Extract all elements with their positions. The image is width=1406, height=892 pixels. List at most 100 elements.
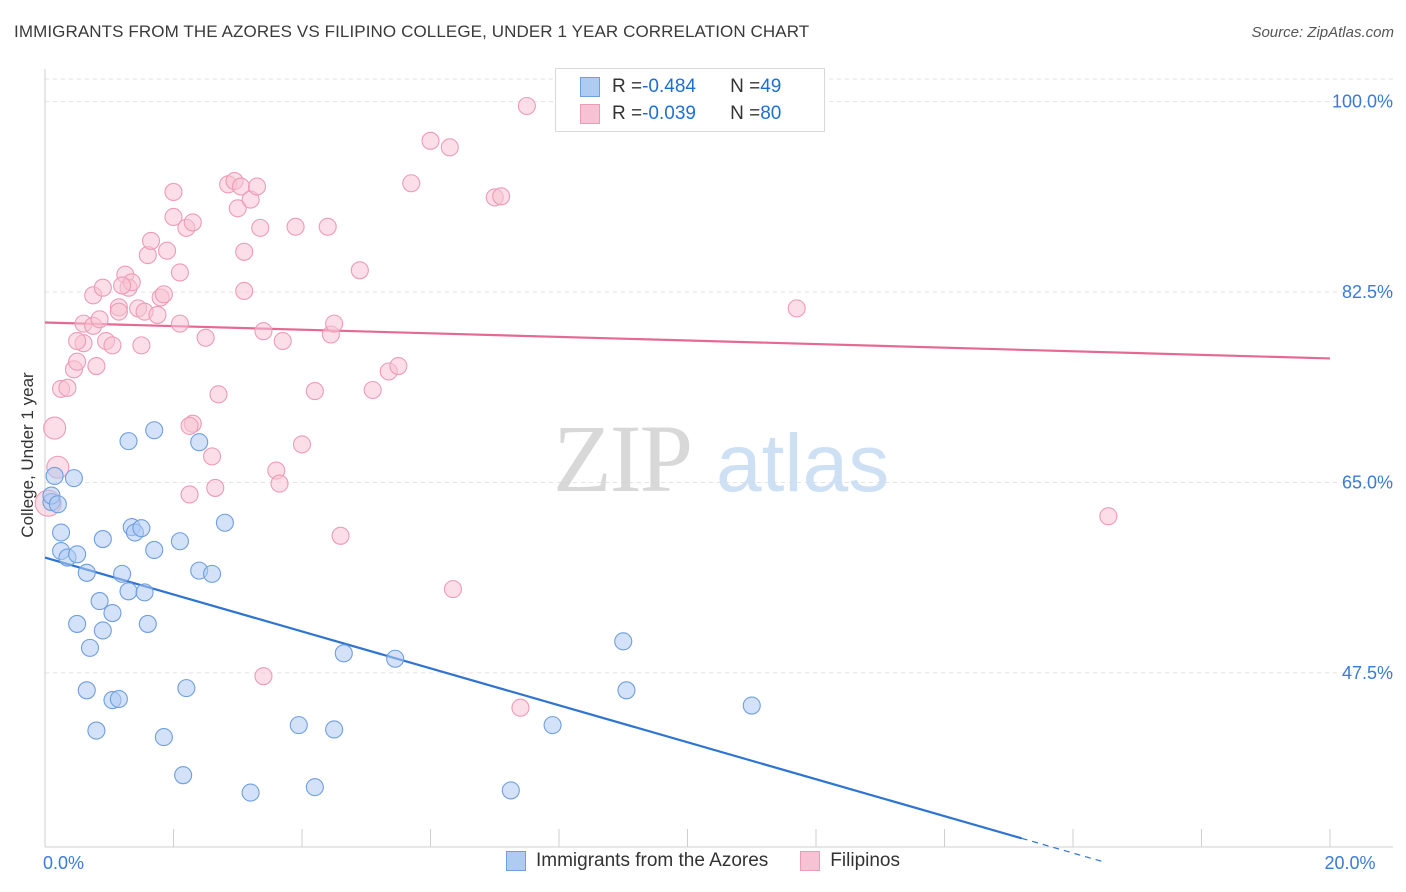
filipinos-point [93, 278, 112, 297]
azores-point [132, 519, 151, 538]
n-value: 80 [760, 103, 782, 124]
filipinos-point [251, 218, 270, 237]
legend-item-filipinos[interactable]: Filipinos [800, 850, 900, 872]
filipinos-point [363, 380, 382, 400]
r-label: R = [612, 103, 643, 124]
filipinos-point [132, 336, 151, 355]
azores-swatch [580, 77, 600, 97]
filipinos-point [164, 182, 183, 202]
filipinos-point [402, 174, 421, 193]
filipinos-point [247, 177, 267, 196]
legend-label-filipinos: Filipinos [830, 850, 900, 871]
filipinos-point [305, 382, 324, 401]
azores-point [48, 495, 67, 514]
filipinos-point [180, 416, 199, 435]
azores-point [52, 523, 71, 542]
azores-point [103, 604, 122, 623]
azores-point [109, 689, 128, 709]
azores-point [501, 781, 520, 800]
filipinos-point [235, 242, 254, 261]
filipinos-point [170, 263, 189, 282]
azores-point [45, 466, 64, 486]
azores-point [93, 530, 112, 549]
azores-point [617, 681, 636, 700]
azores-point [170, 532, 189, 551]
filipinos-point [440, 138, 459, 157]
azores-point [154, 728, 173, 747]
legend: Immigrants from the Azores Filipinos [0, 850, 1406, 872]
azores-point [203, 564, 222, 583]
filipinos-point [235, 281, 254, 301]
filipinos-point [254, 322, 273, 341]
filipinos-point [158, 241, 177, 260]
azores-point [64, 469, 83, 488]
filipinos-point [43, 416, 67, 440]
x-tick-label: 20.0% [1324, 853, 1375, 873]
n-label: N = [730, 103, 761, 124]
filipinos-point [87, 357, 106, 376]
filipinos-point [196, 328, 215, 347]
filipinos-point [148, 305, 167, 324]
filipinos-legend-swatch [800, 851, 821, 871]
filipinos-point [511, 698, 530, 717]
azores-point [543, 716, 562, 735]
watermark-zip: ZIP [553, 405, 691, 512]
azores-point [145, 421, 164, 440]
filipinos-point [206, 478, 225, 497]
filipinos-point [254, 667, 273, 686]
filipinos-point [421, 131, 440, 150]
azores-point [325, 720, 344, 739]
legend-item-azores[interactable]: Immigrants from the Azores [506, 850, 768, 872]
azores-point [138, 614, 157, 633]
filipinos-point [154, 285, 173, 304]
azores-point [135, 583, 154, 602]
azores-legend-swatch [506, 851, 526, 871]
azores-point [68, 545, 87, 564]
filipinos-point [141, 231, 161, 250]
watermark-atlas: atlas [716, 418, 889, 509]
filipinos-point [389, 357, 408, 376]
filipinos-point [68, 352, 87, 371]
stats-row-azores: R = -0.484 N = 49 [580, 74, 781, 100]
filipinos-point [517, 96, 536, 116]
filipinos-point [228, 199, 247, 218]
y-tick-label: 82.5% [1342, 282, 1393, 302]
azores-point [174, 766, 193, 785]
y-tick-label: 65.0% [1342, 472, 1393, 492]
azores-point [119, 582, 138, 601]
filipinos-point [103, 336, 122, 355]
filipinos-trend-line [44, 321, 1331, 360]
azores-point [386, 649, 405, 668]
filipinos-point [180, 485, 199, 504]
azores-point [241, 783, 260, 802]
filipinos-swatch [580, 104, 600, 124]
azores-point [177, 679, 196, 698]
filipinos-point [170, 314, 189, 333]
filipinos-point [286, 217, 305, 236]
y-tick-label: 100.0% [1332, 92, 1393, 112]
azores-point [305, 778, 324, 797]
y-axis-label: College, Under 1 year [18, 372, 37, 538]
filipinos-point [292, 435, 312, 454]
azores-point [742, 696, 761, 715]
x-tick-label: 0.0% [43, 853, 84, 873]
filipinos-point [90, 310, 109, 329]
azores-point [87, 721, 106, 740]
azores-point [119, 432, 138, 451]
source-label: Source: ZipAtlas.com [1251, 24, 1394, 41]
filipinos-point [273, 331, 292, 351]
filipinos-point [270, 474, 289, 493]
filipinos-point [443, 580, 463, 599]
filipinos-point [68, 331, 87, 351]
azores-point [190, 433, 209, 452]
filipinos-point [209, 385, 228, 404]
azores-point [93, 621, 112, 640]
azores-point [90, 592, 109, 611]
r-label: R = [612, 76, 643, 97]
n-label: N = [730, 76, 761, 97]
stats-row-filipinos: R = -0.039 N = 80 [580, 101, 781, 127]
filipinos-point [318, 217, 337, 236]
filipinos-point [58, 378, 77, 397]
filipinos-point [350, 261, 369, 280]
